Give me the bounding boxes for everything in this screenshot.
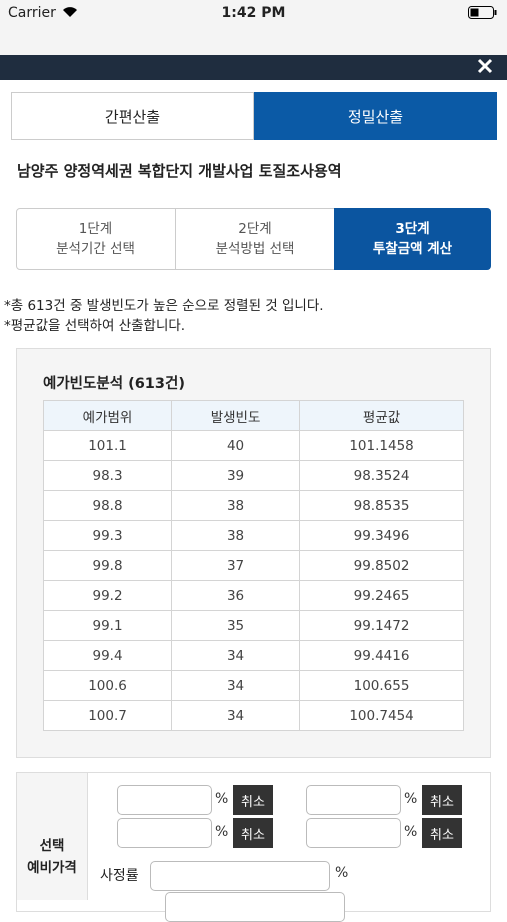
table-row[interactable]: 99.2 36 99.2465 [42,580,464,611]
table-row[interactable]: 99.3 38 99.3496 [42,520,464,551]
frequency-table: 예가범위 발생빈도 평균값 101.1 40 101.1458 98.3 39 98.3524 9… [42,400,464,731]
cell: 40 [171,430,301,461]
cell: 99.8502 [299,550,464,581]
cell: 101.1 [42,430,173,461]
table-row[interactable]: 101.1 40 101.1458 [42,430,464,461]
cell: 100.655 [299,670,464,701]
amount-input[interactable] [165,892,345,922]
tab[interactable]: 간편산출 [11,92,254,140]
cancel-button[interactable]: 취소 [233,818,273,848]
carrier: Carrier [8,5,56,21]
percent: % [215,824,229,840]
tab-active[interactable]: 정밀산출 [254,92,497,140]
note: *평균값을 선택하여 산출합니다. [4,318,186,334]
cell: 100.7454 [299,700,464,731]
price-input[interactable] [117,785,212,815]
form-label: 선택 예비가격 [17,773,88,900]
cell: 38 [171,520,301,551]
battery-icon [468,6,497,19]
cell: 99.2 [42,580,173,611]
rate-input[interactable] [150,861,330,891]
step-text: 분석기간 선택 [56,241,135,257]
cancel-button[interactable]: 취소 [422,785,462,815]
rate-label: 사정률 [100,868,139,884]
cell: 100.6 [42,670,173,701]
cell: 37 [171,550,301,581]
percent: % [215,791,229,807]
cancel-button[interactable]: 취소 [233,785,273,815]
cell: 99.3496 [299,520,464,551]
cell: 98.8 [42,490,173,521]
cell: 99.4416 [299,640,464,671]
column-header: 발생빈도 [171,400,301,431]
step-text: 2단계 [238,221,272,237]
step-text: 분석방법 선택 [215,241,295,257]
column-header: 예가범위 [42,400,173,431]
label-line: 선택 [39,837,65,854]
cell: 101.1458 [299,430,464,461]
note: *총 613건 중 발생빈도가 높은 순으로 정렬된 것 입니다. [4,298,324,314]
step-text: 1단계 [78,221,113,237]
cell: 34 [171,700,301,731]
label-line: 예비가격 [27,859,77,876]
status-bar: Carrier 1:42 PM [0,0,507,55]
cancel-button[interactable]: 취소 [422,818,462,848]
column-header: 평균값 [299,400,464,431]
cell: 99.3 [42,520,173,551]
cell: 34 [171,640,301,671]
cell: 98.3 [42,460,173,491]
price-input[interactable] [306,818,401,848]
price-input[interactable] [117,818,212,848]
cell: 99.2465 [299,580,464,611]
nav-bar [0,55,507,80]
table-row[interactable]: 100.7 34 100.7454 [42,700,464,731]
close-icon[interactable] [476,57,494,75]
table-row[interactable]: 99.4 34 99.4416 [42,640,464,671]
cell: 98.8535 [299,490,464,521]
table-title: 예가빈도분석 (613건) [43,376,185,392]
cell: 100.7 [42,700,173,731]
table-row[interactable]: 98.3 39 98.3524 [42,460,464,491]
project-title: 남양주 양정역세권 복합단지 개발사업 토질조사용역 [17,162,342,180]
percent: % [335,865,349,881]
wifi-icon [63,7,77,17]
table-row[interactable]: 99.1 35 99.1472 [42,610,464,641]
cell: 39 [171,460,301,491]
cell: 98.3524 [299,460,464,491]
price-input[interactable] [306,785,401,815]
cell: 99.4 [42,640,173,671]
percent: % [404,824,418,840]
table-row[interactable]: 98.8 38 98.8535 [42,490,464,521]
cell: 99.8 [42,550,173,581]
step-text: 투찰금액 계산 [372,241,453,257]
table-row[interactable]: 100.6 34 100.655 [42,670,464,701]
cell: 38 [171,490,301,521]
cell: 36 [171,580,301,611]
cell: 35 [171,610,301,641]
clock: 1:42 PM [221,5,286,21]
step-text: 3단계 [395,221,430,237]
cell: 99.1472 [299,610,464,641]
percent: % [404,791,418,807]
table-row[interactable]: 99.8 37 99.8502 [42,550,464,581]
cell: 34 [171,670,301,701]
cell: 99.1 [42,610,173,641]
